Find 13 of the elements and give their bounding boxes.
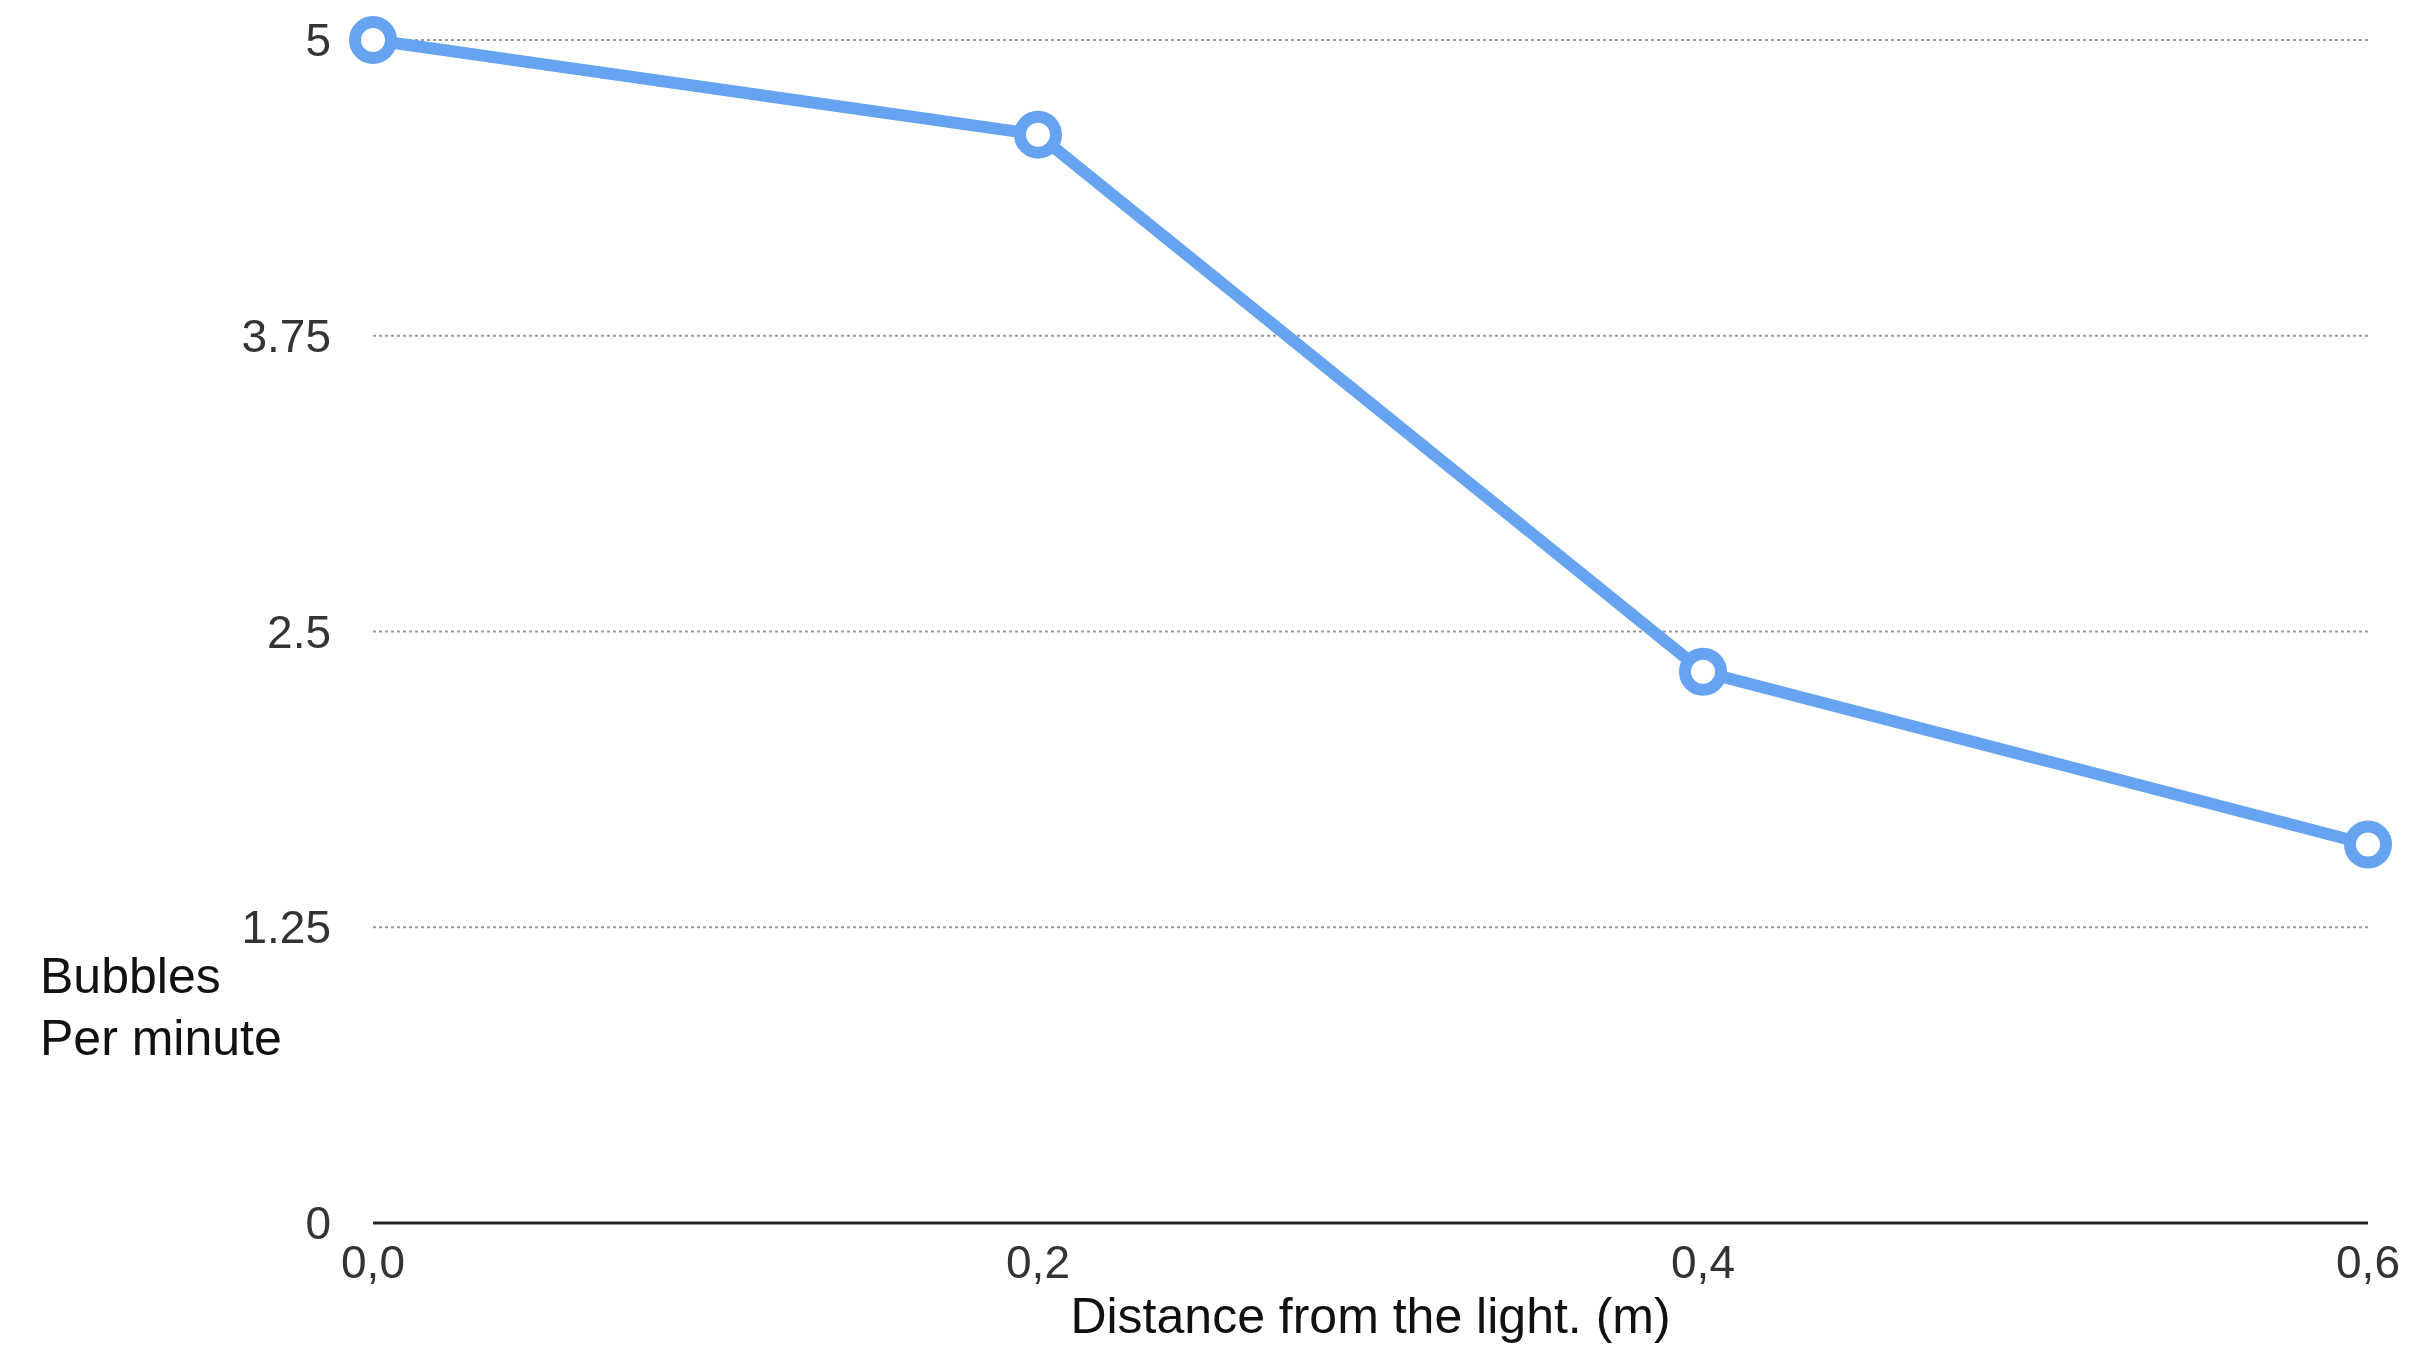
point: [1014, 110, 1062, 159]
point: [2344, 820, 2392, 869]
x-axis-title: Distance from the light. (m): [1070, 1288, 1671, 1344]
y-tick-label: 2.5: [267, 605, 331, 658]
x-tick-label: 0,6: [2336, 1236, 2400, 1288]
y-tick-label: 3.75: [241, 309, 331, 362]
x-tick-label: 0,4: [1671, 1236, 1735, 1288]
y-tick-label: 0: [305, 1197, 331, 1250]
x-tick-label: 0,0: [341, 1236, 405, 1288]
point: [1679, 647, 1727, 696]
x-tick-label: 0,2: [1006, 1236, 1070, 1288]
y-tick-label: 5: [305, 14, 331, 67]
point: [349, 16, 397, 64]
